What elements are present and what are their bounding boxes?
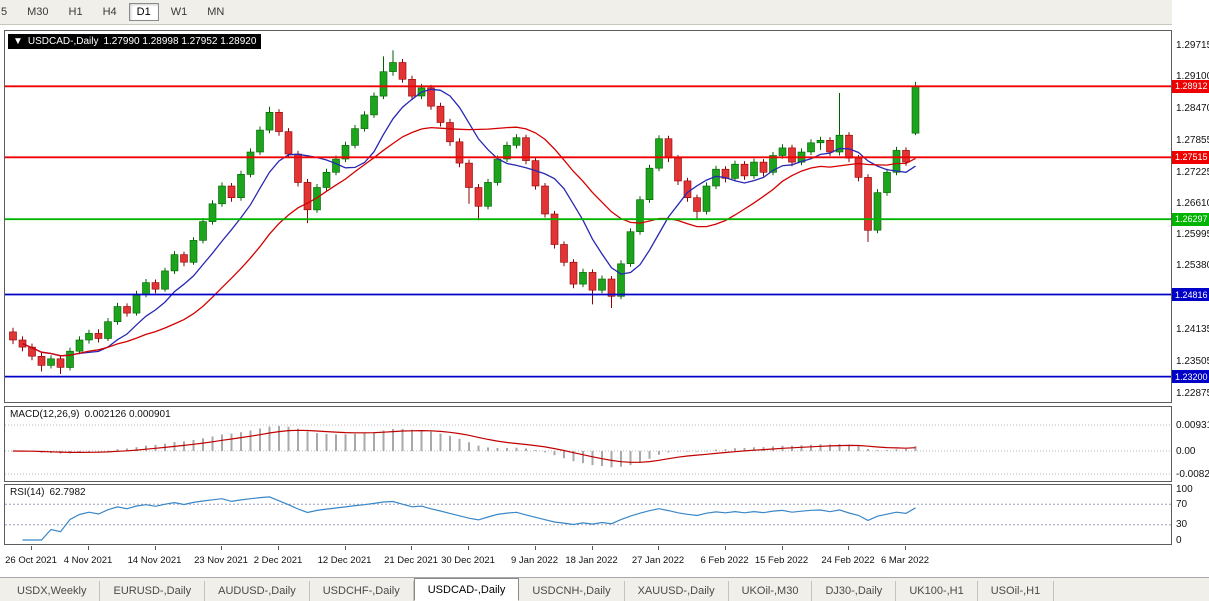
- rsi-axis-label: 70: [1176, 498, 1188, 510]
- date-tick-label: 2 Dec 2021: [253, 555, 303, 566]
- rsi-indicator-panel[interactable]: RSI(14) 62.7982: [4, 484, 1172, 545]
- date-tick-label: 27 Jan 2022: [631, 555, 685, 566]
- chart-tab-audusd-daily[interactable]: AUDUSD-,Daily: [205, 581, 310, 601]
- chart-tab-ukoil-m30[interactable]: UKOil-,M30: [729, 581, 813, 601]
- price-line-badge: 1.27515: [1172, 150, 1209, 164]
- date-tick: [468, 546, 469, 550]
- macd-axis-label: 0.009314: [1176, 419, 1209, 431]
- timeframe-button-m30[interactable]: M30: [27, 6, 49, 18]
- price-tick-label: 1.25380: [1176, 260, 1209, 272]
- candlestick-chart[interactable]: [5, 31, 1171, 402]
- rsi-name: RSI(14): [10, 487, 45, 498]
- price-tick-label: 1.25995: [1176, 229, 1209, 240]
- chart-ohlc-values: 1.27990 1.28998 1.27952 1.28920: [103, 36, 257, 47]
- date-tick: [278, 546, 279, 550]
- date-tick-label: 12 Dec 2021: [317, 555, 372, 566]
- timeframe-button-h4[interactable]: H4: [102, 6, 117, 18]
- macd-name: MACD(12,26,9): [10, 409, 80, 420]
- rsi-axis-label: 100: [1176, 483, 1193, 495]
- price-tick-label: 1.22875: [1176, 387, 1209, 399]
- timeframe-button-d1[interactable]: D1: [128, 3, 159, 21]
- date-tick: [905, 546, 906, 550]
- macd-label: MACD(12,26,9) 0.002126 0.000901: [10, 409, 171, 420]
- date-tick: [88, 546, 89, 550]
- price-line-badge: 1.24816: [1172, 288, 1209, 301]
- date-tick: [848, 546, 849, 550]
- price-line-badge: 1.26297: [1172, 212, 1209, 226]
- price-tick-label: 1.23505: [1176, 355, 1209, 367]
- price-line-badge: 1.28912: [1172, 79, 1209, 93]
- date-tick-label: 6 Mar 2022: [880, 555, 930, 566]
- date-tick-label: 4 Nov 2021: [63, 555, 113, 566]
- timeframe-toolbar: 5 M30 H1 H4 D1 W1 MN: [0, 0, 1209, 25]
- chart-tab-usoil-h1[interactable]: USOil-,H1: [978, 581, 1055, 601]
- timeframe-button-w1[interactable]: W1: [170, 6, 188, 18]
- date-tick: [344, 546, 346, 550]
- rsi-chart[interactable]: [5, 485, 1171, 544]
- chart-symbol-label: USDCAD-,Daily: [27, 36, 99, 47]
- date-tick: [781, 546, 783, 550]
- price-tick-label: 1.24135: [1176, 323, 1209, 335]
- timeframe-button-mn[interactable]: MN: [207, 6, 225, 18]
- price-axis[interactable]: 1.29715 1.29100 1.28470 1.27855 1.27225 1.266…: [1172, 0, 1209, 601]
- price-tick-label: 1.29100: [1176, 71, 1209, 83]
- date-tick: [411, 546, 412, 550]
- macd-axis-label: 0.00: [1176, 445, 1196, 457]
- date-tick-label: 26 Oct 2021: [5, 555, 57, 566]
- date-tick-label: 30 Dec 2021: [441, 555, 495, 566]
- date-tick-label: 18 Jan 2022: [565, 555, 618, 566]
- time-axis[interactable]: 26 Oct 2021 4 Nov 2021 14 Nov 2021 23 Nov 2…: [0, 546, 1172, 576]
- price-tick-label: 1.29715: [1176, 40, 1209, 51]
- date-tick: [221, 546, 222, 550]
- date-tick-label: 6 Feb 2022: [700, 555, 749, 566]
- date-tick: [724, 546, 726, 550]
- date-tick-label: 24 Feb 2022: [821, 555, 875, 566]
- date-tick-label: 21 Dec 2021: [384, 555, 438, 566]
- date-tick-label: 15 Feb 2022: [754, 555, 809, 566]
- rsi-value: 62.7982: [49, 487, 86, 498]
- date-tick-label: 14 Nov 2021: [127, 555, 182, 566]
- rsi-label: RSI(14) 62.7982: [10, 487, 86, 498]
- date-tick: [658, 546, 659, 550]
- price-tick-label: 1.26610: [1176, 197, 1209, 209]
- chart-tab-uk100-h1[interactable]: UK100-,H1: [896, 581, 978, 601]
- chart-tab-usdx-weekly[interactable]: USDX,Weekly: [4, 581, 101, 601]
- macd-axis-label: -0.008256: [1176, 468, 1209, 480]
- price-tick-label: 1.28470: [1176, 103, 1209, 115]
- chart-tab-usdcnh-daily[interactable]: USDCNH-,Daily: [519, 581, 625, 601]
- chart-tab-xauusd-daily[interactable]: XAUUSD-,Daily: [625, 581, 729, 601]
- date-tick: [154, 546, 156, 550]
- date-tick: [534, 546, 536, 550]
- rsi-axis-label: 30: [1176, 519, 1188, 531]
- chart-dropdown-icon[interactable]: ▼: [13, 36, 23, 47]
- chart-tab-usdcad-daily[interactable]: USDCAD-,Daily: [413, 578, 520, 601]
- macd-indicator-panel[interactable]: MACD(12,26,9) 0.002126 0.000901: [4, 406, 1172, 482]
- date-tick: [31, 546, 32, 550]
- date-tick-label: 23 Nov 2021: [194, 555, 248, 566]
- date-tick-label: 9 Jan 2022: [510, 555, 558, 566]
- date-tick: [591, 546, 593, 550]
- timeframe-button-5[interactable]: 5: [1, 6, 8, 18]
- price-line-badge: 1.23200: [1172, 370, 1209, 384]
- price-tick-label: 1.27225: [1176, 166, 1209, 178]
- chart-tab-eurusd-daily[interactable]: EURUSD-,Daily: [100, 581, 206, 601]
- timeframe-button-h1[interactable]: H1: [68, 6, 83, 18]
- chart-title: ▼ USDCAD-,Daily 1.27990 1.28998 1.27952 …: [8, 34, 262, 49]
- chart-tabs-bar: USDX,Weekly EURUSD-,Daily AUDUSD-,Daily USD…: [0, 577, 1209, 601]
- price-chart-panel[interactable]: ▼ USDCAD-,Daily 1.27990 1.28998 1.27952 …: [4, 30, 1172, 403]
- chart-tab-usdchf-daily[interactable]: USDCHF-,Daily: [310, 581, 414, 601]
- macd-chart[interactable]: [5, 407, 1171, 481]
- price-tick-label: 1.27855: [1176, 134, 1209, 146]
- rsi-axis-label: 0: [1176, 534, 1182, 546]
- macd-values: 0.002126 0.000901: [84, 409, 171, 420]
- chart-tab-dj30-daily[interactable]: DJ30-,Daily: [812, 581, 897, 601]
